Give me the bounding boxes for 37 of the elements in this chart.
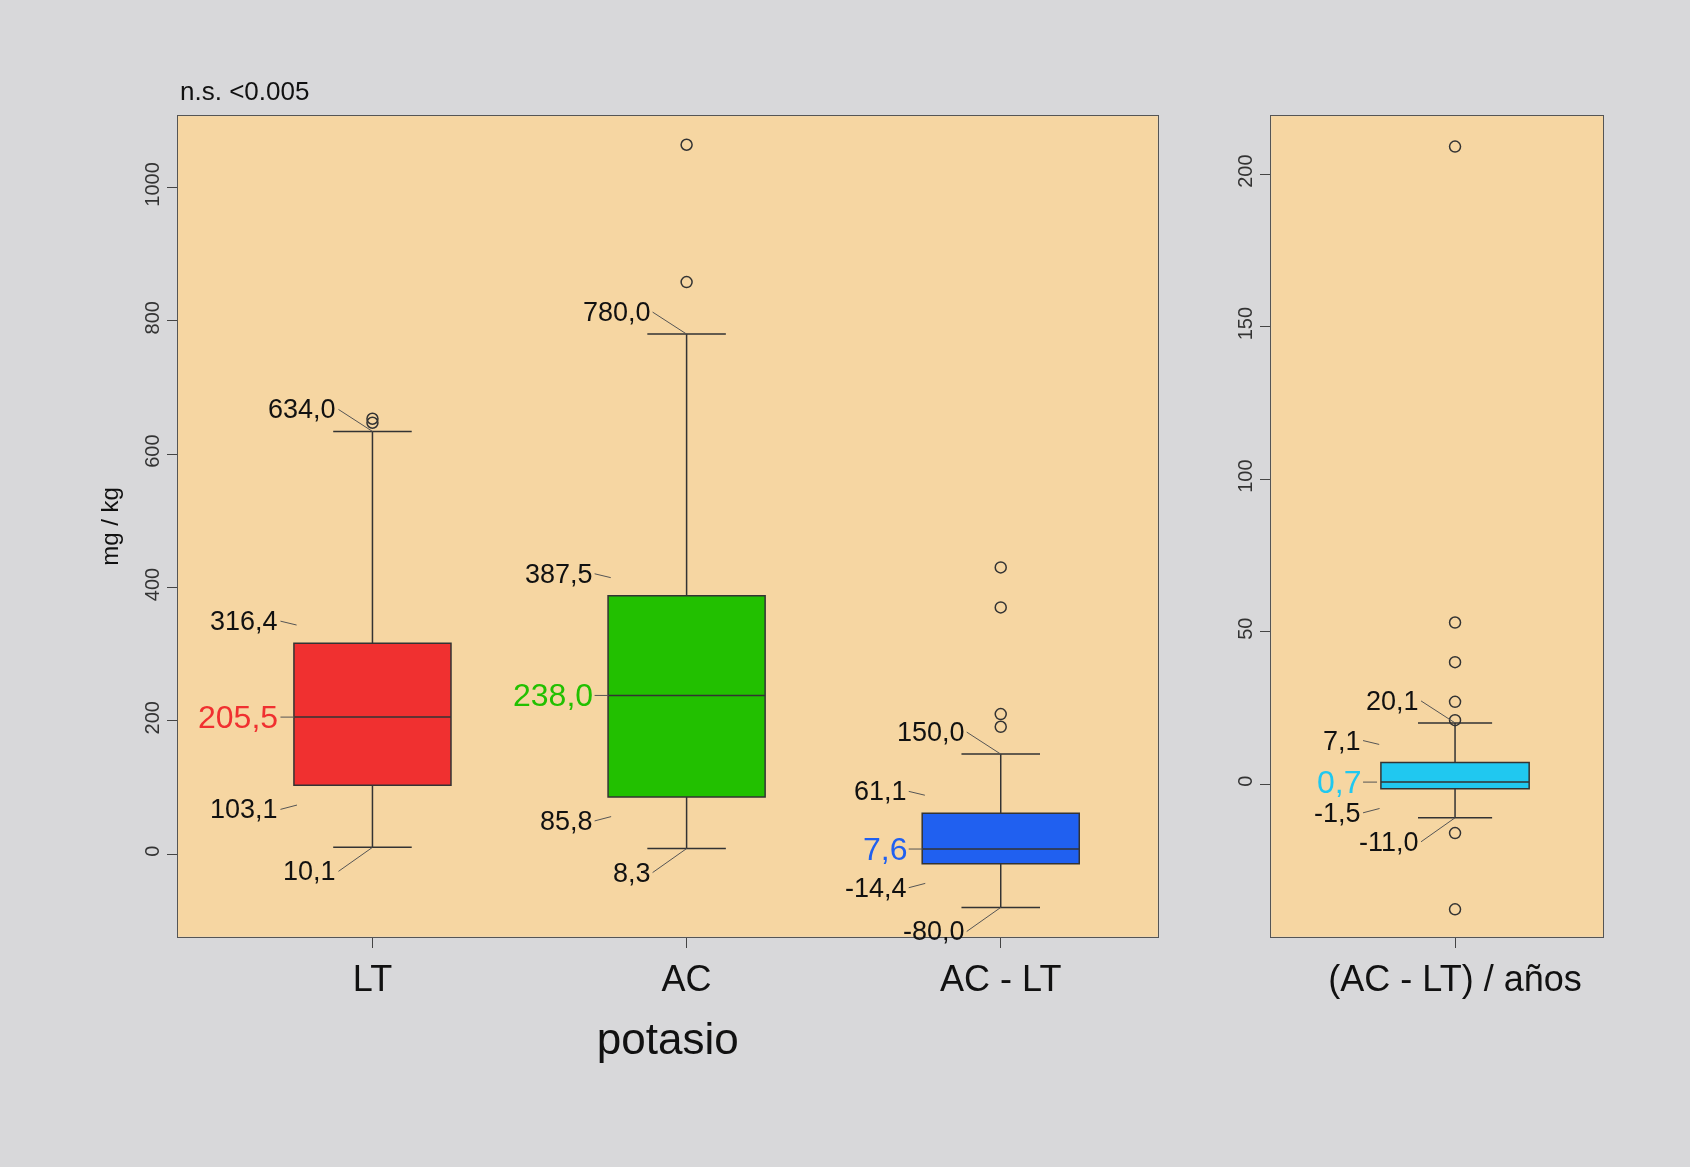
text: n.s. <0.005 bbox=[180, 76, 310, 106]
y-tick-label: 200 bbox=[140, 701, 163, 735]
annotation: 61,1 bbox=[854, 776, 907, 806]
x-tick-label: LT bbox=[352, 957, 393, 999]
annotation: -1,5 bbox=[1314, 798, 1361, 828]
y-tick-label: 200 bbox=[1234, 154, 1257, 188]
annotation: 316,4 bbox=[210, 606, 278, 636]
y-tick-label: 1000 bbox=[140, 162, 163, 207]
y-tick-label: 150 bbox=[1234, 306, 1257, 341]
x-tick-label: (AC - LT) / años bbox=[1328, 957, 1582, 999]
y-tick-label: 100 bbox=[1234, 459, 1257, 493]
y-tick-label: 400 bbox=[140, 567, 163, 602]
y-tick-label: 0 bbox=[140, 845, 163, 857]
annotation: 103,1 bbox=[210, 794, 278, 824]
annotation: 85,8 bbox=[540, 806, 593, 836]
annotation: 238,0 bbox=[513, 677, 594, 713]
annotation: -11,0 bbox=[1359, 827, 1419, 857]
y-tick-label: 800 bbox=[140, 301, 163, 335]
annotation: 7,6 bbox=[863, 831, 908, 867]
y-axis-title: mg / kg bbox=[95, 487, 123, 566]
annotation: 205,5 bbox=[198, 699, 279, 735]
x-tick-label: AC bbox=[661, 957, 712, 999]
annotation: 780,0 bbox=[583, 297, 651, 327]
annotation: 8,3 bbox=[613, 858, 651, 888]
x-axis-title: potasio bbox=[596, 1014, 739, 1064]
y-tick-label: 600 bbox=[140, 434, 163, 468]
annotation: 10,1 bbox=[283, 856, 336, 886]
x-tick-label: AC - LT bbox=[940, 957, 1062, 999]
y-tick-label: 50 bbox=[1234, 617, 1257, 640]
annotation: 20,1 bbox=[1366, 686, 1419, 716]
annotation: -14,4 bbox=[845, 873, 907, 903]
annotation: 7,1 bbox=[1323, 726, 1361, 756]
y-tick-label: 0 bbox=[1234, 775, 1257, 787]
annotation: 150,0 bbox=[897, 717, 965, 747]
annotation: 0,7 bbox=[1317, 764, 1362, 800]
annotation: 387,5 bbox=[525, 559, 593, 589]
annotation: 634,0 bbox=[268, 394, 336, 424]
